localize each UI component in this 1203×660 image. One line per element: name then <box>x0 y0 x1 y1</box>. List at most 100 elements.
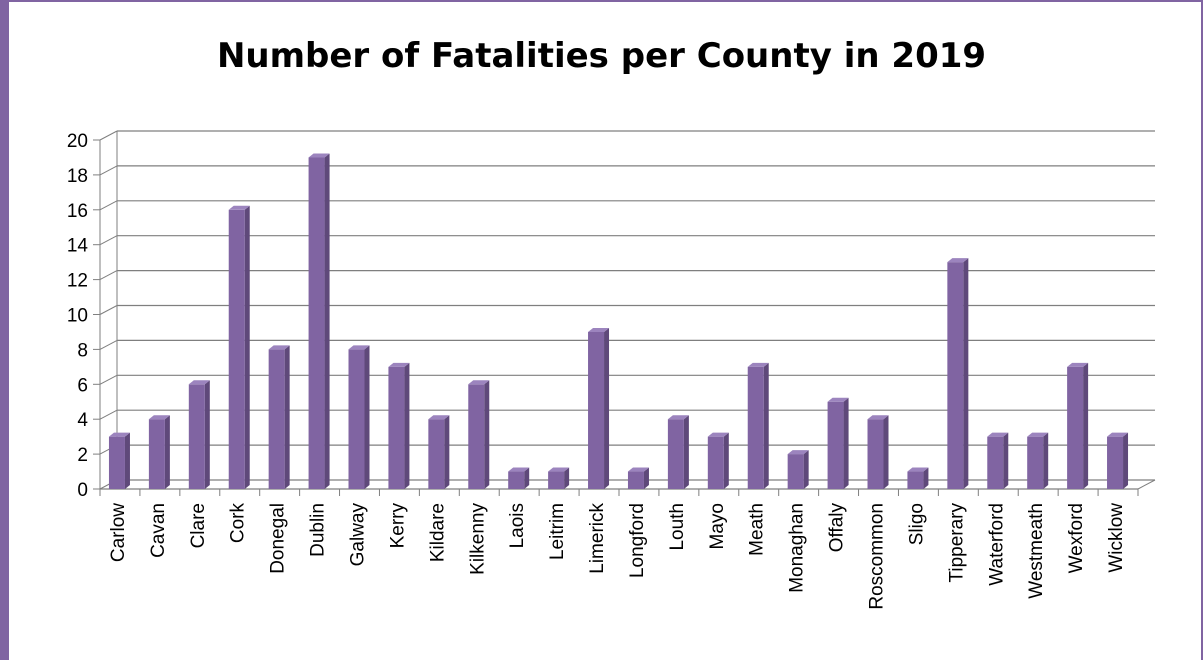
bar-side <box>364 345 370 489</box>
x-tick-label: Wexford <box>1066 503 1087 573</box>
bar-top <box>588 327 610 332</box>
x-tick-label: Roscommon <box>867 503 888 610</box>
x-tick-label: Dublin <box>308 503 329 557</box>
x-tick-label: Donegal <box>268 503 289 574</box>
bar-top <box>388 362 410 367</box>
floor-edge <box>1137 479 1156 490</box>
x-tick-label: Sligo <box>906 503 927 545</box>
bar-side <box>244 205 250 490</box>
labels: 0 2 4 6 8 10 12 14 16 18 20 Carlow Cavan Clare Cork Don… <box>67 131 1127 610</box>
bar-front <box>827 401 844 489</box>
bar-top <box>627 467 649 472</box>
bar-top <box>228 205 250 210</box>
bar-offaly <box>827 397 849 489</box>
x-tick-label: Monaghan <box>787 503 808 593</box>
bar-wexford <box>1067 362 1089 489</box>
bar-front <box>987 436 1004 489</box>
bar-top <box>907 467 929 472</box>
bar-front <box>548 471 565 489</box>
bar-front <box>268 349 285 489</box>
y-tick-label: 6 <box>77 375 88 396</box>
bar-side <box>1003 432 1009 489</box>
bar-tipperary <box>947 258 969 489</box>
y-tick-label: 12 <box>67 271 88 292</box>
x-tick-label: Cork <box>228 503 249 544</box>
bar-top <box>947 258 969 263</box>
bar-monaghan <box>787 450 809 489</box>
bar-front <box>787 454 804 489</box>
bar-front <box>228 209 245 490</box>
bar-meath <box>747 362 769 489</box>
gridline-diagonal <box>99 409 118 420</box>
bar-front <box>1027 436 1044 489</box>
x-tick-label: Galway <box>348 503 369 567</box>
x-tick-label: Carlow <box>108 503 129 562</box>
bar-side <box>843 397 849 489</box>
bar-top <box>867 415 889 420</box>
bar-top <box>108 432 130 437</box>
bar-galway <box>348 345 370 489</box>
bar-side <box>404 362 410 489</box>
bar-waterford <box>987 432 1009 489</box>
gridline-diagonal <box>99 270 118 281</box>
x-tick-label: Leitrim <box>547 503 568 560</box>
x-tick-label: Cavan <box>148 503 169 558</box>
bar-top <box>987 432 1009 437</box>
bar-top <box>348 345 370 350</box>
bar-front <box>1107 436 1124 489</box>
gridline-diagonal <box>99 165 118 176</box>
bar-top <box>308 153 330 158</box>
bar-side <box>683 415 689 489</box>
bar-cork <box>228 205 250 490</box>
bar-limerick <box>588 327 610 489</box>
bar-front <box>667 419 684 489</box>
bar-kildare <box>428 415 450 489</box>
bar-longford <box>627 467 649 489</box>
x-tick-label: Tipperary <box>946 503 967 583</box>
bar-side <box>284 345 290 489</box>
bar-front <box>348 349 365 489</box>
bar-laois <box>508 467 530 489</box>
bar-mayo <box>707 432 729 489</box>
x-tick-label: Mayo <box>707 503 728 549</box>
x-tick-label: Offaly <box>827 503 848 553</box>
bar-carlow <box>108 432 130 489</box>
x-tick-label: Limerick <box>587 503 608 574</box>
y-tick-label: 8 <box>77 340 88 361</box>
bar-front <box>428 419 445 489</box>
bar-louth <box>667 415 689 489</box>
bar-front <box>907 471 924 489</box>
gridlines <box>99 130 1155 490</box>
bar-front <box>707 436 724 489</box>
bar-side <box>324 153 330 489</box>
bar-top <box>148 415 170 420</box>
bar-side <box>723 432 729 489</box>
bar-front <box>747 366 764 489</box>
bar-leitrim <box>548 467 570 489</box>
bar-top <box>508 467 530 472</box>
gridline-diagonal <box>99 235 118 246</box>
bar-top <box>787 450 809 455</box>
gridline-diagonal <box>99 130 118 141</box>
bar-side <box>883 415 889 489</box>
bar-clare <box>188 380 210 489</box>
x-tick-label: Westmeath <box>1026 503 1047 599</box>
bar-roscommon <box>867 415 889 489</box>
gridline-diagonal <box>99 374 118 385</box>
bar-side <box>484 380 490 489</box>
bar-front <box>1067 366 1084 489</box>
x-tick-label: Clare <box>188 503 209 548</box>
bar-top <box>428 415 450 420</box>
bar-side <box>604 327 610 489</box>
x-tick-label: Meath <box>747 503 768 556</box>
bar-top <box>1067 362 1089 367</box>
bar-side <box>564 467 570 489</box>
bar-top <box>468 380 490 385</box>
y-tick-label: 14 <box>67 236 89 257</box>
bar-side <box>923 467 929 489</box>
bar-front <box>588 331 605 489</box>
x-tick-label: Laois <box>507 503 528 548</box>
bar-side <box>803 450 809 489</box>
bar-side <box>164 415 170 489</box>
